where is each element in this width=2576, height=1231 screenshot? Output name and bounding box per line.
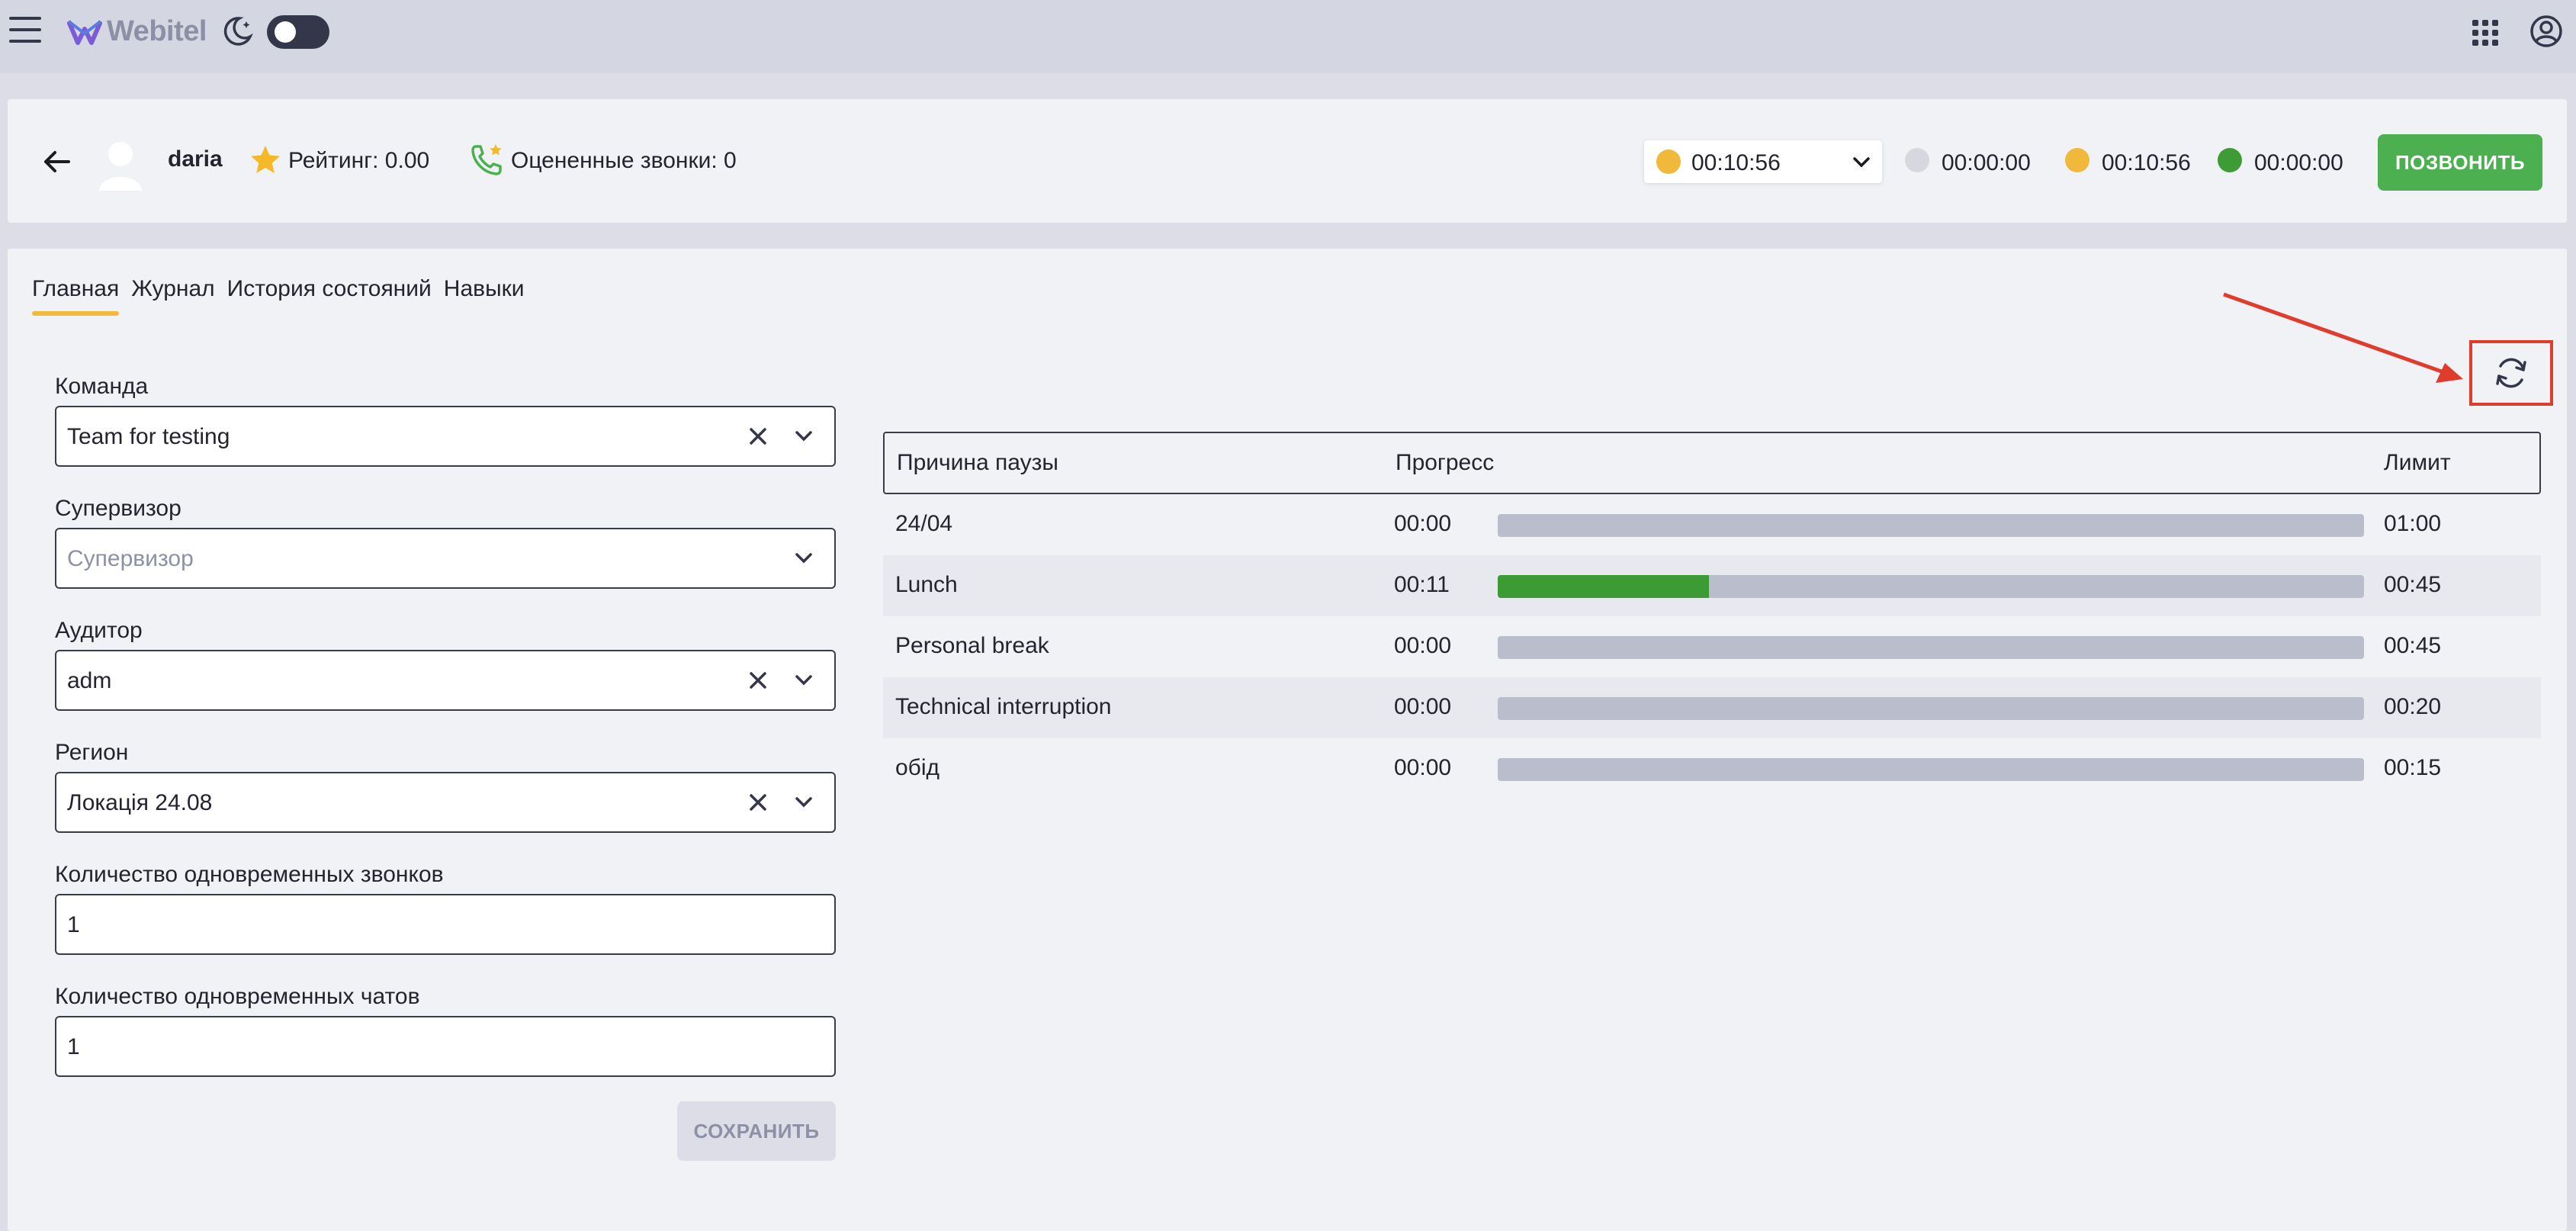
supervisor-label: Супервизор: [55, 496, 181, 521]
moon-icon: [223, 17, 253, 46]
team-label: Команда: [55, 374, 149, 399]
pause-reason: обід: [895, 755, 940, 780]
refresh-button[interactable]: [2469, 340, 2553, 406]
region-select[interactable]: Локація 24.08: [55, 772, 836, 833]
tab-state-history[interactable]: История состояний: [226, 276, 432, 301]
pause-limit: 01:00: [2384, 511, 2442, 536]
logo-text: Webitel: [107, 15, 207, 47]
tabs: Главная Журнал История состояний Навыки: [32, 276, 525, 316]
table-row: Technical interruption 00:00 00:20: [883, 677, 2541, 738]
pause-rows: 24/04 00:00 01:00 Lunch 00:11 00:45 Personal b…: [883, 494, 2541, 799]
auditor-label: Аудитор: [55, 618, 143, 643]
tab-skills[interactable]: Навыки: [443, 276, 525, 301]
supervisor-placeholder: Супервизор: [67, 546, 194, 571]
pause-limit: 00:20: [2384, 694, 2442, 719]
pause-time: 00:00: [1394, 755, 1452, 780]
stat-pause-dot: [2065, 148, 2089, 172]
table-row: Personal break 00:00 00:45: [883, 616, 2541, 677]
main-panel: Главная Журнал История состояний Навыки …: [8, 249, 2567, 1231]
chevron-down-icon[interactable]: [792, 790, 816, 815]
avatar: [99, 142, 142, 191]
pause-limit: 00:45: [2384, 633, 2442, 658]
region-label: Регион: [55, 740, 129, 765]
pause-table: Причина паузы Прогресс Лимит 24/04 00:00 0…: [883, 432, 2541, 799]
back-arrow-icon[interactable]: [41, 146, 72, 177]
star-icon: [251, 146, 280, 173]
clear-icon[interactable]: [747, 426, 769, 447]
logo: Webitel: [67, 15, 207, 48]
progress-bar: [1498, 697, 2364, 720]
pause-reason: 24/04: [895, 511, 953, 536]
progress-bar: [1498, 758, 2364, 781]
team-value: Team for testing: [67, 424, 230, 449]
pause-limit: 00:15: [2384, 755, 2442, 780]
pause-time: 00:00: [1394, 633, 1452, 658]
pause-limit: 00:45: [2384, 572, 2442, 597]
clear-icon[interactable]: [747, 670, 769, 691]
menu-icon[interactable]: [9, 17, 41, 47]
region-value: Локація 24.08: [67, 790, 213, 815]
calls-value: 1: [67, 912, 80, 937]
status-dot: [1656, 149, 1681, 174]
clear-icon[interactable]: [747, 792, 769, 813]
header-progress: Прогресс: [1396, 450, 1495, 475]
chats-value: 1: [67, 1034, 80, 1059]
progress-bar: [1498, 575, 2364, 598]
apps-grid-icon[interactable]: [2472, 20, 2498, 46]
agent-name: daria: [168, 146, 223, 172]
chats-input[interactable]: 1: [55, 1016, 836, 1077]
stat-online-time: 00:00:00: [2254, 150, 2343, 175]
top-bar: Webitel: [0, 0, 2576, 73]
header-reason: Причина паузы: [897, 450, 1058, 475]
chats-label: Количество одновременных чатов: [55, 984, 420, 1009]
auditor-value: adm: [67, 668, 112, 693]
phone-star-icon: [471, 144, 502, 175]
chevron-down-icon: [1853, 157, 1870, 168]
stat-offline-dot: [1905, 148, 1929, 172]
table-row: 24/04 00:00 01:00: [883, 494, 2541, 555]
call-button[interactable]: ПОЗВОНИТЬ: [2378, 134, 2542, 191]
chevron-down-icon[interactable]: [792, 424, 816, 448]
webitel-logo-icon: [67, 19, 102, 45]
pause-reason: Lunch: [895, 572, 958, 597]
status-select[interactable]: 00:10:56: [1644, 140, 1882, 183]
tab-journal[interactable]: Журнал: [131, 276, 215, 301]
auditor-select[interactable]: adm: [55, 650, 836, 711]
annotation-arrow: [2223, 292, 2463, 383]
tab-main[interactable]: Главная: [32, 276, 120, 316]
pause-reason: Technical interruption: [895, 694, 1112, 719]
chevron-down-icon[interactable]: [792, 668, 816, 693]
table-row: обід 00:00 00:15: [883, 738, 2541, 799]
chevron-down-icon[interactable]: [792, 546, 816, 571]
progress-bar: [1498, 514, 2364, 537]
progress-bar: [1498, 636, 2364, 659]
header-limit: Лимит: [2384, 450, 2451, 475]
team-select[interactable]: Team for testing: [55, 406, 836, 467]
theme-toggle[interactable]: [267, 15, 329, 49]
stat-offline-time: 00:00:00: [1942, 150, 2031, 175]
supervisor-select[interactable]: Супервизор: [55, 528, 836, 589]
table-row: Lunch 00:11 00:45: [883, 555, 2541, 616]
stat-pause-time: 00:10:56: [2102, 150, 2191, 175]
rating-text: Рейтинг: 0.00: [288, 148, 430, 173]
refresh-icon: [2496, 358, 2526, 388]
progress-fill: [1498, 575, 1710, 598]
pause-reason: Personal break: [895, 633, 1049, 658]
stat-online-dot: [2218, 148, 2242, 172]
pause-table-header: Причина паузы Прогресс Лимит: [883, 432, 2541, 494]
account-icon[interactable]: [2529, 14, 2564, 49]
agent-header: daria Рейтинг: 0.00 Оцененные звонки: 0 …: [8, 99, 2567, 223]
rated-calls-text: Оцененные звонки: 0: [511, 148, 737, 173]
calls-input[interactable]: 1: [55, 894, 836, 955]
save-button[interactable]: СОХРАНИТЬ: [677, 1101, 836, 1161]
calls-label: Количество одновременных звонков: [55, 862, 444, 887]
pause-time: 00:00: [1394, 511, 1452, 536]
status-timer: 00:10:56: [1691, 150, 1781, 175]
pause-time: 00:00: [1394, 694, 1452, 719]
pause-time: 00:11: [1394, 572, 1450, 597]
